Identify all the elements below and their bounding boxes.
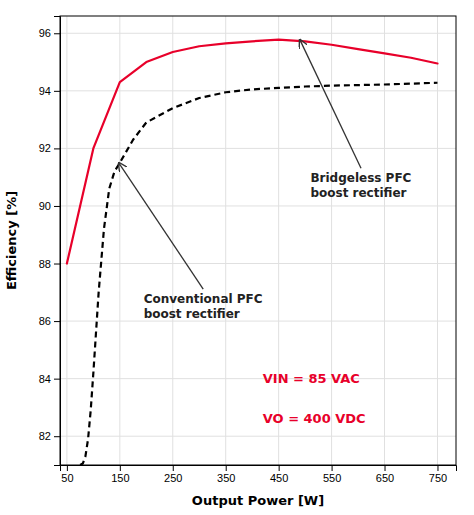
chart-container: 50 150 250 350 450 550 650 750 82 84 86 88 90 92 94 96 B… [0,0,474,515]
x-tick: 250 [164,465,182,484]
annotation-arrow [300,40,361,169]
x-tick-mark [437,465,438,471]
grid [60,16,456,465]
x-tick: 350 [217,465,235,484]
grid-line-x [66,16,67,465]
y-tick-mark [54,436,60,437]
grid-line-y [60,321,456,322]
y-tick-mark [54,148,60,149]
annotation-line: boost rectifier [310,186,406,200]
y-axis: 82 84 86 88 90 92 94 96 [39,17,61,466]
x-tick-label: 550 [323,472,341,484]
annotation-arrow [119,163,203,289]
x-tick-label: 250 [164,472,182,484]
annotation-text: Conventional PFCboost rectifier [144,292,263,320]
y-tick: 86 [39,315,60,327]
grid-line-x [384,16,385,465]
x-tick: 450 [270,465,288,484]
x-tick: 550 [323,465,341,484]
x-tick: 650 [376,465,394,484]
y-tick-label: 84 [39,373,51,385]
x-tick-label: 50 [61,472,73,484]
grid-line-y [60,263,456,264]
grid-line-x [278,16,279,465]
y-tick-mark [54,33,60,34]
grid-line-y [60,33,456,34]
x-tick-label: 750 [429,472,447,484]
x-tick-label: 650 [376,472,394,484]
series-group [67,40,438,465]
grid-line-y [60,205,456,206]
y-tick-mark [54,264,60,265]
plot-frame [60,16,456,465]
y-tick: 82 [39,430,60,442]
x-tick: 150 [111,465,129,484]
x-tick: 750 [429,465,447,484]
x-tick-label: 350 [217,472,235,484]
grid-line-x [172,16,173,465]
x-tick-label: 450 [270,472,288,484]
y-tick-mark [54,321,60,322]
grid-line-y [60,436,456,437]
x-tick-mark [226,465,227,471]
grid-line-x [331,16,332,465]
y-tick-mark [54,379,60,380]
x-axis: 50 150 250 350 450 550 650 750 [61,465,457,484]
annotations: Bridgeless PFCboost rectifierConventiona… [119,40,412,427]
x-tick-label: 150 [111,472,129,484]
x-axis-line [61,466,457,472]
x-tick-mark [173,465,174,471]
grid-line-y [60,148,456,149]
y-tick: 94 [39,85,60,97]
annotation-text: Bridgeless PFCboost rectifier [310,171,411,199]
plot: 50 150 250 350 450 550 650 750 82 84 86 88 90 92 94 96 B… [39,16,457,484]
x-tick-mark [332,465,333,471]
series-line [67,40,438,264]
label-text: VIN = 85 VAC [263,371,360,386]
chart: 50 150 250 350 450 550 650 750 82 84 86 88 90 92 94 96 B… [0,0,474,515]
grid-line-y [60,378,456,379]
x-tick-mark [279,465,280,471]
y-tick-label: 86 [39,315,51,327]
y-tick-label: 82 [39,430,51,442]
x-tick-mark [67,465,68,471]
y-tick-label: 94 [39,85,51,97]
y-tick: 88 [39,258,60,270]
annotation-line: boost rectifier [144,307,240,321]
series-line [80,83,437,465]
y-tick-mark [54,206,60,207]
y-tick-label: 96 [39,27,51,39]
y-tick: 84 [39,373,60,385]
y-tick: 92 [39,142,60,154]
x-tick: 50 [61,465,73,484]
y-tick-label: 88 [39,258,51,270]
x-tick-mark [385,465,386,471]
x-tick-mark [120,465,121,471]
grid-line-x [225,16,226,465]
y-axis-title: Efficiency [%] [4,191,19,290]
label-text: VO = 400 VDC [263,411,366,426]
y-tick: 90 [39,200,60,212]
annotation-line: Bridgeless PFC [310,171,411,185]
y-tick-label: 90 [39,200,51,212]
y-tick-label: 92 [39,142,51,154]
x-axis-title: Output Power [W] [192,493,324,508]
y-tick: 96 [39,27,60,39]
y-tick-mark [54,91,60,92]
grid-line-y [60,90,456,91]
annotation-line: Conventional PFC [144,292,263,306]
